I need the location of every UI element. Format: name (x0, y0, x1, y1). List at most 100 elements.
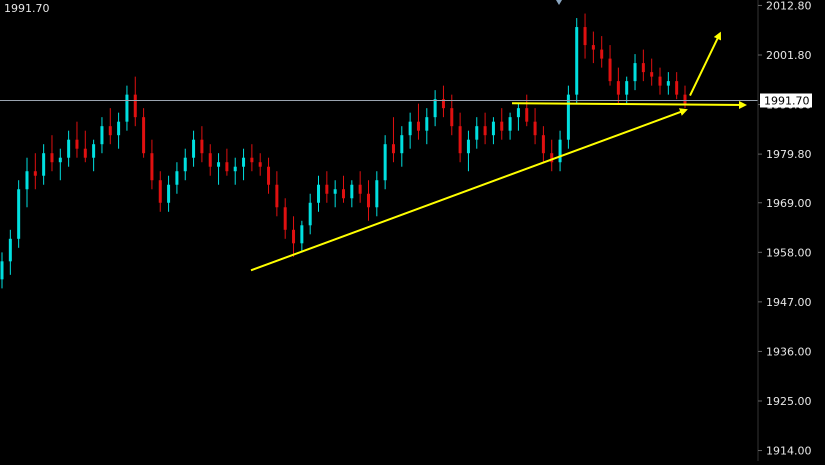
candle-body (42, 153, 46, 176)
support-line-arrow (511, 100, 747, 109)
axis-tick-label: 2001.80 (766, 49, 812, 62)
candle-body (333, 189, 337, 194)
candle-body (608, 58, 612, 82)
candle-body (92, 144, 96, 158)
candle-body (225, 162, 229, 172)
candle-body (8, 238, 12, 262)
candle-body (183, 157, 187, 172)
candle-body (491, 121, 495, 136)
candle-body (616, 81, 620, 95)
candle-body (242, 157, 246, 167)
candle-body (625, 81, 629, 95)
candle-body (683, 94, 687, 104)
candle-body (350, 184, 354, 199)
candle-body (383, 144, 387, 181)
candle-body (541, 135, 545, 154)
candle-body (366, 193, 370, 208)
candle-body (67, 139, 71, 158)
candle-body (408, 121, 412, 136)
candle-body (275, 184, 279, 208)
candle-body (516, 108, 520, 118)
candle-body (650, 72, 654, 77)
candle-body (33, 171, 37, 176)
candle-body (308, 202, 312, 226)
candle-body (558, 139, 562, 163)
candle-body (267, 166, 271, 185)
candle-body (675, 81, 679, 95)
candle-body (158, 180, 162, 203)
axis-tick-label: 1979.80 (766, 148, 812, 161)
candle-body (591, 45, 595, 50)
candle-body (300, 225, 304, 244)
candle-body (133, 94, 137, 118)
candle-body (441, 99, 445, 109)
rising-trendline-arrow (250, 108, 688, 272)
candle-body (425, 117, 429, 131)
candle-body (600, 49, 604, 59)
current-price-tag-label: 1991.70 (764, 95, 810, 108)
candle-body (283, 207, 287, 230)
axis-tick-label: 1947.00 (766, 296, 812, 309)
candle-body (375, 180, 379, 208)
candle-body (466, 139, 470, 154)
candle-body (58, 157, 62, 163)
candle-body (458, 126, 462, 154)
candle-body (100, 126, 104, 145)
current-price-readout: 1991.70 (4, 2, 50, 15)
axis-tick-label: 1925.00 (766, 395, 812, 408)
candle-body (50, 153, 54, 163)
candle-body (150, 153, 154, 181)
candle-body (317, 184, 321, 203)
candle-body (483, 126, 487, 136)
candle-body (167, 184, 171, 203)
candles-group (0, 13, 687, 289)
axis-tick-label: 2012.80 (766, 0, 812, 12)
annotations-group (0, 0, 758, 272)
candle-body (175, 171, 179, 185)
axis-tick-label: 1914.00 (766, 445, 812, 458)
candle-body (108, 126, 112, 136)
candle-body (633, 63, 637, 82)
candle-body (658, 76, 662, 86)
candle-body (575, 27, 579, 95)
candle-body (192, 139, 196, 158)
candle-body (416, 121, 420, 131)
candle-body (550, 153, 554, 163)
candle-body (0, 261, 4, 280)
candle-body (142, 117, 146, 154)
candle-body (200, 139, 204, 154)
axis-tick-label: 1969.00 (766, 197, 812, 210)
candle-body (208, 153, 212, 167)
candle-body (641, 63, 645, 73)
current-price-tag-bg (760, 93, 812, 108)
candle-body (17, 189, 21, 239)
candle-body (433, 99, 437, 118)
candle-body (450, 108, 454, 127)
candle-body (75, 139, 79, 149)
candle-body (666, 81, 670, 86)
candle-body (25, 171, 29, 190)
candle-body (358, 184, 362, 194)
candle-body (400, 135, 404, 154)
candle-body (533, 121, 537, 136)
candle-body (325, 184, 329, 194)
candle-body (258, 162, 262, 167)
candle-body (292, 229, 296, 244)
candle-body (342, 189, 345, 199)
candle-body (217, 162, 221, 167)
price-axis: 2012.802001.801990.801979.801969.001958.… (757, 0, 812, 461)
candle-body (508, 117, 512, 131)
candle-body (583, 27, 587, 46)
candle-body (391, 144, 395, 154)
axis-tick-label: 1936.00 (766, 345, 812, 358)
candle-body (566, 94, 570, 140)
top-marker-icon (556, 0, 562, 5)
candle-body (233, 166, 237, 172)
candle-body (117, 121, 121, 136)
candle-body (250, 157, 254, 163)
upside-target-arrow (689, 31, 721, 96)
candle-body (500, 121, 504, 131)
axis-tick-label: 1958.00 (766, 246, 812, 259)
